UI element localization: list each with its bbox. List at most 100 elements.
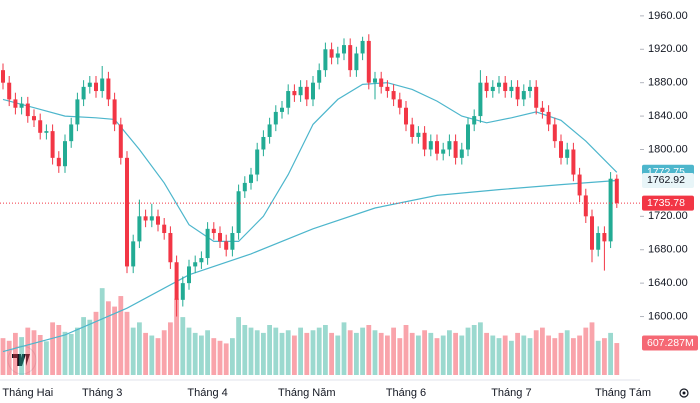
volume-bar [168,322,173,375]
candle-body [280,107,284,112]
volume-bar [496,338,502,375]
volume-bar [68,333,74,375]
volume-bar [502,335,508,375]
volume-bar [124,311,130,375]
candle-body [453,141,458,158]
candle-body [1,70,5,83]
candle-body [137,216,142,242]
volume-bar [564,330,570,375]
volume-bar [385,335,390,375]
volume-bar [310,330,316,375]
volume-bar [341,322,347,375]
y-tick-label: 1880.00 [648,77,688,89]
candle-body [286,91,291,108]
volume-bar [248,327,254,375]
candle-body [81,86,86,100]
candle-body [552,124,557,142]
ma-price-label: 1762.92 [647,174,685,186]
candle-body [447,141,452,150]
y-tick-label: 1800.00 [648,143,688,155]
candle-body [261,136,266,150]
volume-bar [0,338,6,375]
candle-body [56,157,61,167]
candle-body [360,40,365,54]
volume-bar [180,317,186,375]
candle-body [373,78,377,83]
candle-body [118,124,123,158]
volume-bar [490,335,496,375]
volume-label: 607.287M [647,337,694,349]
volume-bar [161,330,167,375]
volume-bar [465,327,471,375]
volume-bar [75,327,80,375]
candle-body [25,103,30,117]
candle-body [69,124,74,142]
candle-body [435,141,439,154]
candle-body [44,131,49,133]
volume-bar [552,338,558,375]
candle-body [342,45,346,54]
volume-bar [459,335,465,375]
candle-body [540,107,545,112]
y-tick-label: 1960.00 [648,10,688,22]
candle-body [50,131,55,158]
volume-bar [608,332,613,375]
x-tick-label: Tháng Tám [595,387,651,399]
candle-body [112,99,117,125]
candle-body [224,241,229,250]
y-tick-label: 1640.00 [648,277,688,289]
volume-bar [447,330,452,375]
volume-bar [434,338,440,375]
candle-body [348,45,353,71]
volume-bar [571,338,576,375]
candle-body [329,49,334,58]
candle-body [273,111,278,125]
volume-bar [143,332,148,375]
volume-bar [19,337,24,375]
candle-body [459,149,464,158]
volume-bar [378,332,384,375]
volume-bar [347,330,353,375]
candle-body [32,116,36,121]
volume-bar [62,331,68,375]
x-tick-label: Tháng 3 [82,387,122,399]
volume-bar [304,332,310,375]
candle-body [428,141,433,150]
candle-body [19,103,24,108]
volume-bar [323,325,328,375]
volume-bar [540,327,545,375]
volume-bar [149,335,155,375]
candle-body [422,132,427,150]
volume-bar [416,335,421,375]
candle-body [490,86,495,92]
candle-body [304,86,309,100]
candle-body [106,78,111,100]
volume-bar [335,335,341,375]
volume-bar [174,298,179,375]
candle-body [590,216,594,250]
volume-bar [484,332,489,375]
candle-body [397,99,402,108]
volume-bar [205,330,210,375]
candle-body [63,141,67,167]
volume-bar [329,332,334,375]
settings-icon[interactable] [679,388,689,398]
x-tick-label: Tháng Hai [2,387,53,399]
volume-bar [279,332,285,375]
candle-body [379,78,384,87]
volume-bar [87,319,93,375]
volume-bar [254,330,260,375]
candle-body [546,111,551,125]
candle-body [608,178,613,242]
volume-bar [155,338,161,375]
candle-body [323,49,328,71]
volume-bar [99,288,105,375]
candle-body [162,224,167,234]
candle-body [391,91,396,100]
volume-bars [0,288,620,375]
volume-bar [211,338,217,375]
candle-body [100,78,105,92]
candle-body [521,91,526,100]
candle-body [366,40,371,83]
candle-body [298,86,303,96]
